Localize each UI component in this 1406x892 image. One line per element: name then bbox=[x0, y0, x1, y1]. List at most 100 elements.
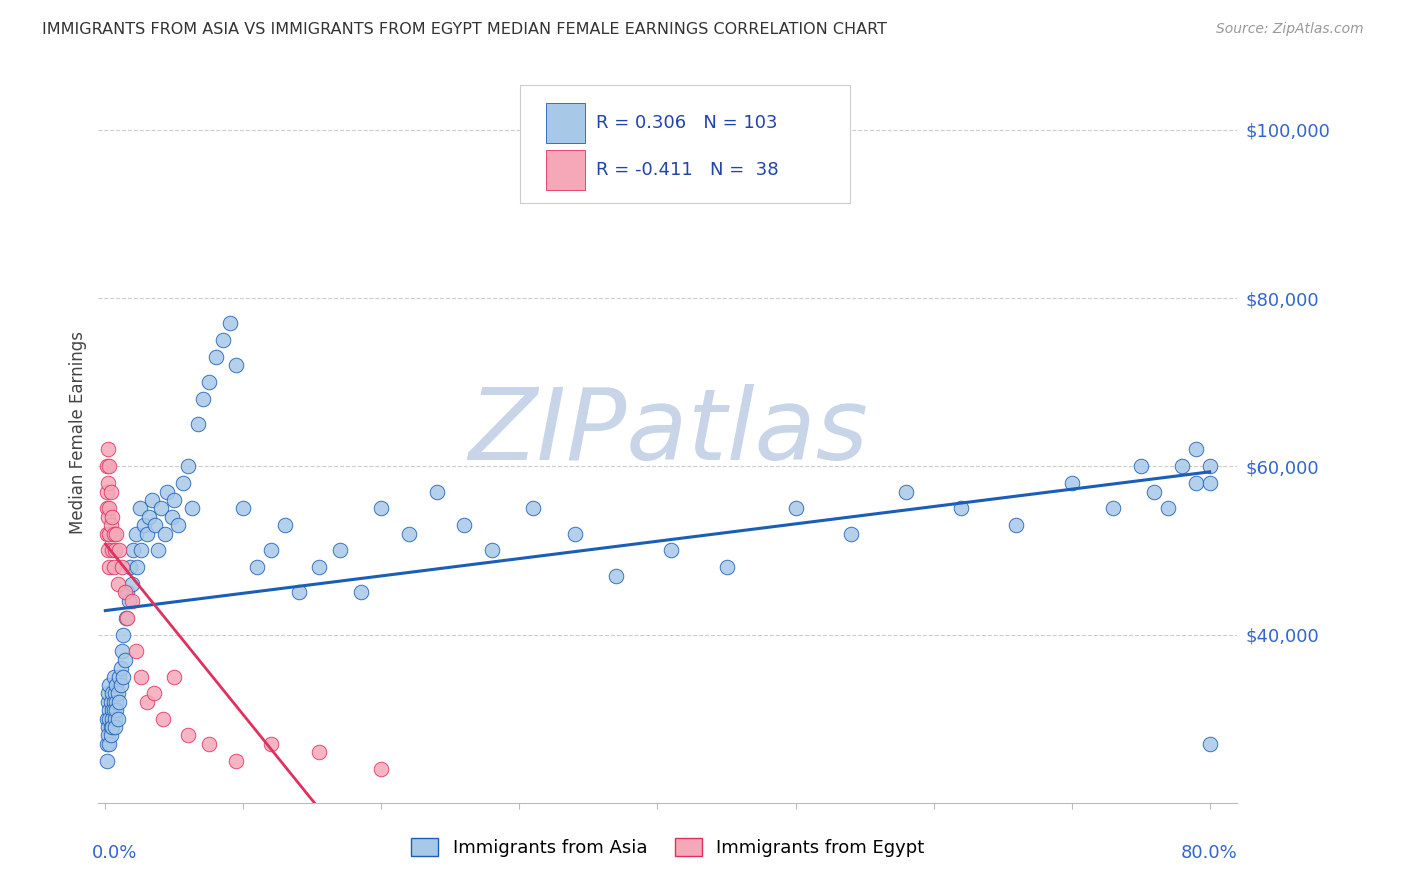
Point bbox=[204, 350, 226, 364]
Point bbox=[135, 526, 157, 541]
Point bbox=[125, 644, 148, 658]
Point bbox=[177, 729, 200, 743]
Point bbox=[246, 560, 269, 574]
Point bbox=[101, 703, 124, 717]
Point bbox=[108, 695, 131, 709]
Point bbox=[129, 543, 152, 558]
Point bbox=[108, 670, 131, 684]
Point bbox=[1185, 476, 1208, 491]
Point bbox=[118, 594, 141, 608]
Point bbox=[97, 442, 120, 457]
Point bbox=[894, 484, 917, 499]
Point bbox=[950, 501, 973, 516]
Point bbox=[211, 333, 233, 347]
Point bbox=[163, 492, 186, 507]
Point bbox=[141, 492, 163, 507]
Point bbox=[398, 526, 420, 541]
Point bbox=[232, 501, 254, 516]
Point bbox=[193, 392, 215, 406]
Point bbox=[111, 644, 134, 658]
Point bbox=[274, 518, 297, 533]
Point bbox=[110, 678, 132, 692]
Point bbox=[225, 359, 247, 373]
Point bbox=[107, 686, 129, 700]
Point bbox=[149, 501, 172, 516]
Point bbox=[1102, 501, 1125, 516]
Point bbox=[659, 543, 682, 558]
Point bbox=[453, 518, 475, 533]
Point bbox=[110, 661, 132, 675]
Text: 0.0%: 0.0% bbox=[91, 844, 136, 862]
Point bbox=[370, 501, 392, 516]
Text: 80.0%: 80.0% bbox=[1181, 844, 1237, 862]
Point bbox=[1171, 459, 1194, 474]
Point bbox=[98, 737, 121, 751]
Point bbox=[98, 703, 121, 717]
Point bbox=[98, 712, 121, 726]
Point bbox=[260, 737, 283, 751]
Point bbox=[97, 509, 120, 524]
Point bbox=[564, 526, 586, 541]
Point bbox=[181, 501, 204, 516]
Point bbox=[177, 459, 200, 474]
Point bbox=[287, 585, 309, 599]
Point bbox=[103, 526, 125, 541]
Point bbox=[1005, 518, 1028, 533]
Text: R = 0.306   N = 103: R = 0.306 N = 103 bbox=[596, 114, 778, 132]
Point bbox=[97, 720, 120, 734]
Point bbox=[138, 509, 160, 524]
Point bbox=[114, 653, 136, 667]
Point bbox=[132, 518, 155, 533]
Point bbox=[98, 678, 121, 692]
Point bbox=[103, 560, 125, 574]
Point bbox=[121, 594, 143, 608]
Point bbox=[1060, 476, 1083, 491]
Point bbox=[329, 543, 352, 558]
Point bbox=[100, 518, 122, 533]
Point bbox=[142, 686, 165, 700]
Point bbox=[370, 762, 392, 776]
Y-axis label: Median Female Earnings: Median Female Earnings bbox=[69, 331, 87, 534]
Point bbox=[198, 737, 221, 751]
Point bbox=[97, 476, 120, 491]
Point bbox=[97, 686, 120, 700]
Point bbox=[129, 670, 152, 684]
Point bbox=[112, 670, 135, 684]
Point bbox=[156, 484, 179, 499]
Point bbox=[98, 501, 121, 516]
Point bbox=[101, 543, 124, 558]
Point bbox=[101, 712, 124, 726]
Point bbox=[1198, 476, 1220, 491]
Point bbox=[146, 543, 169, 558]
Point bbox=[308, 560, 330, 574]
Point bbox=[108, 543, 131, 558]
Point bbox=[98, 526, 121, 541]
Point bbox=[96, 712, 118, 726]
Point bbox=[112, 627, 135, 641]
Point bbox=[163, 670, 186, 684]
Point bbox=[100, 484, 122, 499]
Point bbox=[308, 745, 330, 759]
Point bbox=[260, 543, 283, 558]
Point bbox=[101, 509, 124, 524]
Point bbox=[125, 560, 148, 574]
Point bbox=[96, 484, 118, 499]
Point bbox=[198, 375, 221, 389]
Point bbox=[97, 729, 120, 743]
Point bbox=[160, 509, 183, 524]
Point bbox=[117, 585, 139, 599]
Point bbox=[218, 316, 240, 330]
Point bbox=[97, 695, 120, 709]
Point bbox=[143, 518, 166, 533]
Point bbox=[1143, 484, 1166, 499]
Point bbox=[122, 543, 145, 558]
Point bbox=[101, 720, 124, 734]
Point bbox=[100, 695, 122, 709]
Text: R = -0.411   N =  38: R = -0.411 N = 38 bbox=[596, 161, 779, 178]
Point bbox=[104, 686, 127, 700]
Point bbox=[107, 577, 129, 591]
Point bbox=[120, 560, 142, 574]
Point bbox=[103, 703, 125, 717]
Point bbox=[167, 518, 190, 533]
Point bbox=[117, 610, 139, 624]
